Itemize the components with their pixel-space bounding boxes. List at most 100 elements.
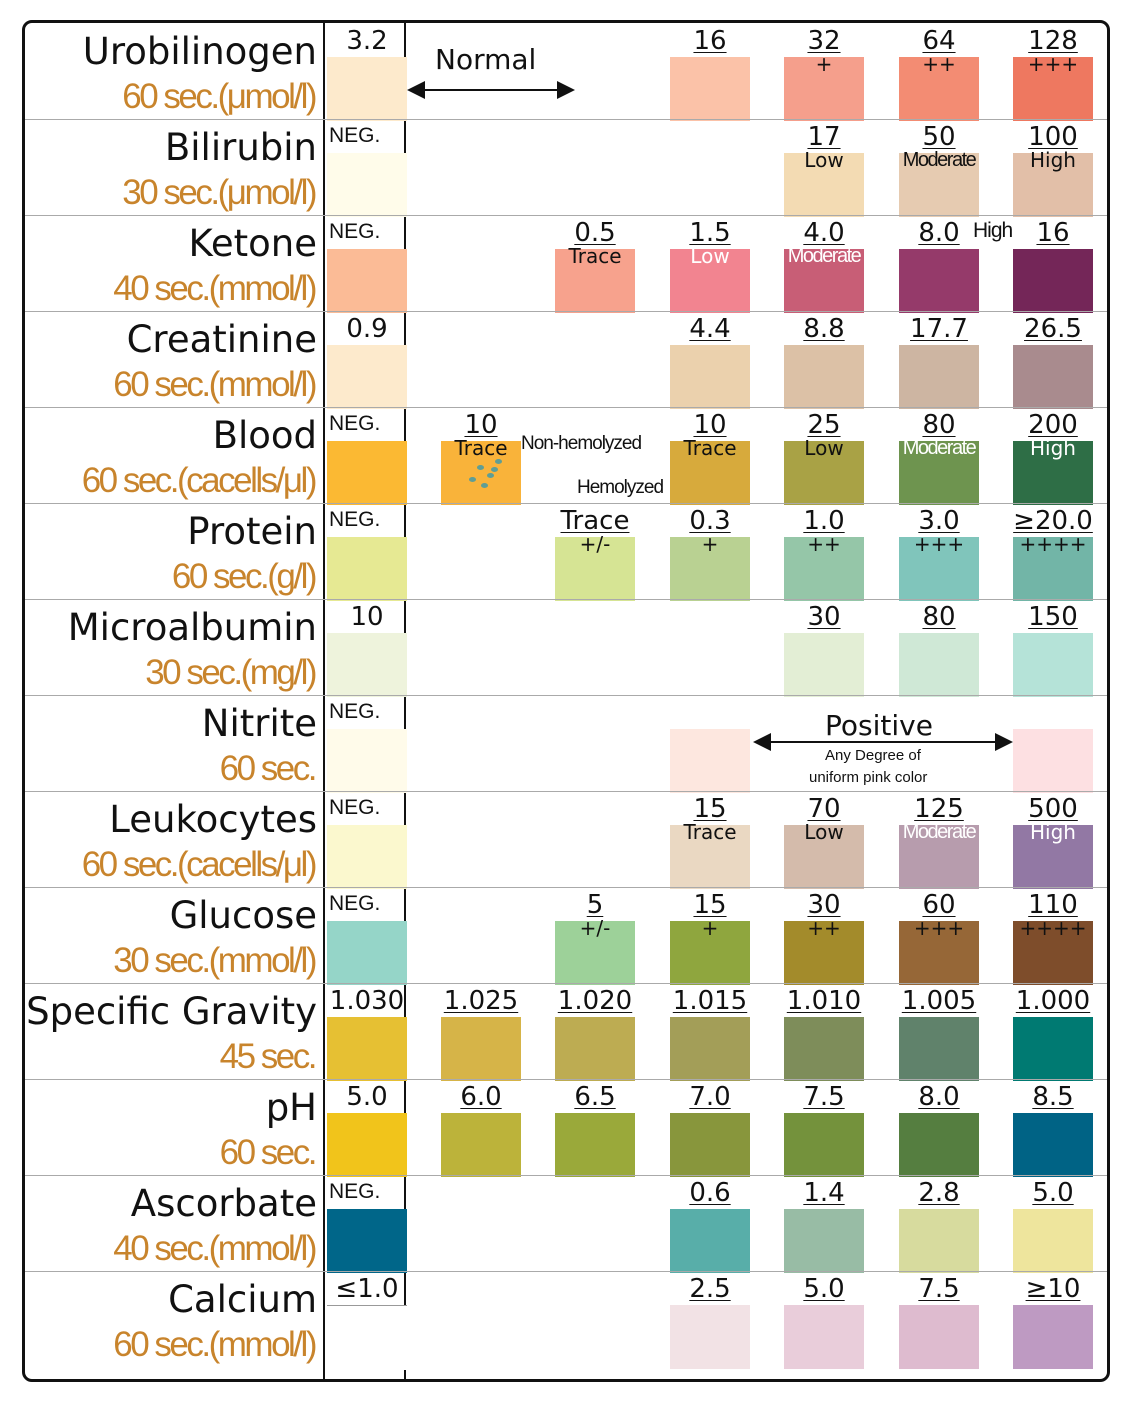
swatch-sublabel: High (1030, 436, 1076, 460)
swatch-sublabel: Low (690, 244, 730, 268)
baseline-swatch (327, 345, 407, 409)
row-divider (25, 599, 1107, 600)
swatch-value: 7.5 (918, 1274, 960, 1304)
baseline-swatch (327, 153, 407, 217)
test-time-unit: 45 sec. (219, 1037, 318, 1076)
test-name: Protein (187, 510, 317, 553)
swatch-value: 15 (693, 794, 727, 824)
swatch-value: 4.0 (803, 218, 845, 248)
swatch-value: 100 (1028, 122, 1078, 152)
test-time-unit: 60 sec.(mmol/l) (113, 365, 317, 404)
test-name: Blood (212, 414, 317, 457)
test-time-unit: 60 sec.(g/l) (171, 557, 318, 596)
swatch-value: 15 (693, 890, 727, 920)
color-swatch (784, 1209, 864, 1273)
swatch-value: 1.005 (901, 986, 977, 1016)
swatch-value: 2.8 (918, 1178, 960, 1208)
color-swatch (784, 1113, 864, 1177)
swatch-value: 5.0 (803, 1274, 845, 1304)
swatch-value: 64 (922, 26, 956, 56)
swatch-value: 5.0 (1032, 1178, 1074, 1208)
baseline-label: NEG. (329, 1180, 381, 1203)
color-swatch (441, 441, 521, 505)
baseline-label: ≤1.0 (335, 1274, 399, 1304)
color-swatch (1013, 729, 1093, 793)
test-name: Specific Gravity (26, 990, 317, 1033)
test-time-unit: 40 sec.(mmol/l) (113, 269, 317, 308)
test-time-unit: 60 sec.(mmol/l) (113, 1325, 317, 1364)
swatch-value: 32 (807, 26, 841, 56)
swatch-value: 8.0 (918, 1082, 960, 1112)
row-divider (25, 887, 1107, 888)
swatch-value: 8.0 (918, 218, 960, 248)
row-divider (25, 983, 1107, 984)
test-name: Glucose (169, 894, 317, 937)
row-divider (25, 407, 1107, 408)
swatch-value: 128 (1028, 26, 1078, 56)
color-swatch (899, 825, 979, 889)
color-swatch (784, 153, 864, 217)
baseline-label: 0.9 (346, 314, 388, 344)
swatch-sublabel: +++ (1027, 52, 1079, 76)
color-swatch (670, 249, 750, 313)
color-swatch (899, 249, 979, 313)
swatch-sublabel: +++ (913, 916, 965, 940)
swatch-value: 7.5 (803, 1082, 845, 1112)
color-swatch (899, 633, 979, 697)
row-bilirubin: Bilirubin 30 sec.(μmol/l) NEG. 17 Low 50 Moder… (25, 119, 1107, 217)
baseline-column-divider (404, 23, 406, 1379)
color-swatch (670, 825, 750, 889)
swatch-sublabel: Trace (683, 436, 737, 460)
test-name: Ketone (188, 222, 317, 265)
swatch-sublabel: ++++ (1019, 532, 1087, 556)
positive-range-arrow (753, 733, 1013, 751)
color-swatch (1013, 537, 1093, 601)
row-divider (25, 695, 1107, 696)
row-glucose: Glucose 30 sec.(mmol/l) NEG. 5 +/- 15 +30 ++ 60 +… (25, 887, 1107, 985)
row-divider (25, 1175, 1107, 1176)
swatch-value: 1.025 (443, 986, 519, 1016)
test-time-unit: 60 sec.(μmol/l) (122, 77, 317, 116)
color-swatch (784, 537, 864, 601)
row-divider (25, 119, 1107, 120)
swatch-value: 500 (1028, 794, 1078, 824)
color-swatch (670, 729, 750, 793)
color-swatch (670, 1305, 750, 1369)
color-swatch (899, 57, 979, 121)
swatch-sublabel: +/- (579, 916, 611, 940)
row-ascorbate: Ascorbate 40 sec.(mmol/l) NEG. 0.6 1.4 2.8 5.0 (25, 1175, 1107, 1273)
test-name: Urobilinogen (82, 30, 317, 73)
color-swatch (670, 1209, 750, 1273)
color-swatch (1013, 921, 1093, 985)
test-time-unit: 30 sec.(mmol/l) (113, 941, 317, 980)
urinalysis-color-chart: Urobilinogen 60 sec.(μmol/l) 3.2 16 32 +64 ++ 1… (22, 20, 1110, 1382)
positive-note-line-1: Any Degree of (825, 747, 921, 764)
color-swatch (1013, 1017, 1093, 1081)
baseline-swatch (327, 1305, 407, 1370)
color-swatch (670, 537, 750, 601)
color-swatch (784, 1305, 864, 1369)
color-swatch (1013, 441, 1093, 505)
color-swatch (1013, 249, 1093, 313)
baseline-label: 10 (350, 602, 384, 632)
speckle-dot (481, 483, 488, 488)
label-column-divider (323, 23, 325, 1379)
color-swatch (1013, 57, 1093, 121)
swatch-value: 17.7 (910, 314, 968, 344)
swatch-value: 8.5 (1032, 1082, 1074, 1112)
test-time-unit: 40 sec.(mmol/l) (113, 1229, 317, 1268)
swatch-sublabel: ++ (922, 52, 956, 76)
baseline-label: NEG. (329, 796, 381, 819)
baseline-label: NEG. (329, 220, 381, 243)
baseline-swatch (327, 537, 407, 601)
row-divider (25, 1271, 1107, 1272)
color-swatch (784, 921, 864, 985)
test-time-unit: 30 sec.(μmol/l) (122, 173, 317, 212)
color-swatch (784, 249, 864, 313)
speckle-dot (469, 477, 476, 482)
baseline-label: 1.030 (329, 986, 405, 1016)
color-swatch (670, 1017, 750, 1081)
row-ketone: Ketone 40 sec.(mmol/l) NEG. 0.5 Trace 1.5 Low 4… (25, 215, 1107, 313)
color-swatch (670, 1113, 750, 1177)
swatch-value: 80 (922, 602, 956, 632)
